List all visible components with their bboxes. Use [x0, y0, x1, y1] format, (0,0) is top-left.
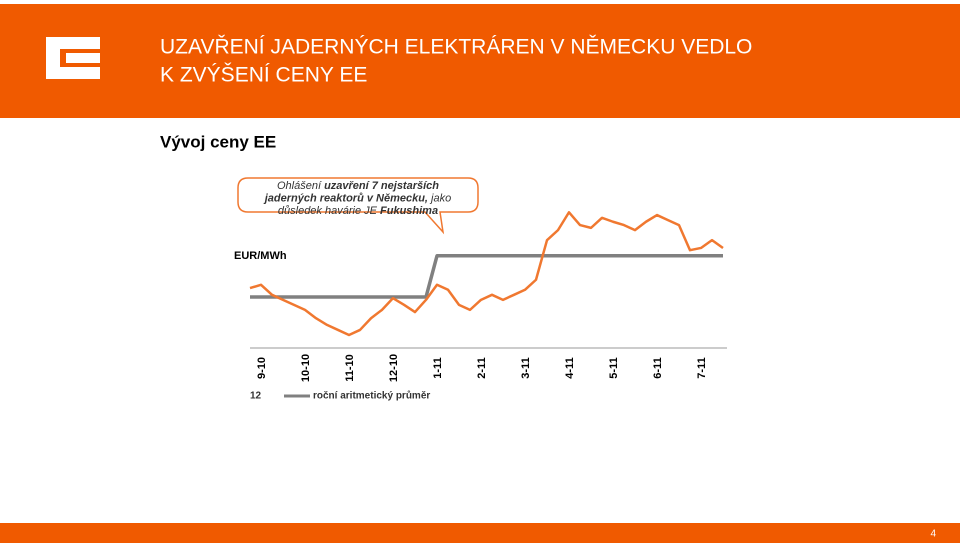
legend-label: 12 — [250, 391, 262, 402]
series-line — [250, 254, 723, 299]
series-line — [249, 211, 724, 337]
x-tick-label: 9-10 — [256, 357, 268, 379]
title-line: UZAVŘENÍ JADERNÝCH ELEKTRÁREN V NĚMECKU … — [160, 36, 752, 59]
page-number: 4 — [930, 529, 936, 540]
annotation-text: důsledek havárie JE — [278, 205, 380, 217]
header-band — [0, 4, 960, 118]
callout — [237, 177, 479, 235]
chart-title: Vývoj ceny EE — [160, 132, 276, 151]
x-tick-label: 11-10 — [344, 354, 356, 382]
title-line: K ZVÝŠENÍ CENY EE — [160, 64, 367, 87]
annotation-text: Ohlášení — [277, 180, 324, 192]
annotation-text: jako — [428, 192, 451, 204]
x-tick-label: 6-11 — [652, 357, 664, 378]
logo — [46, 37, 100, 79]
annotation-text: jaderných reaktorů v Německu, — [263, 192, 428, 204]
annotation: Ohlášení uzavření 7 nejstarších — [277, 180, 439, 192]
x-tick-label: 3-11 — [520, 357, 532, 378]
x-tick-label: 10-10 — [300, 354, 312, 382]
x-tick-label: 12-10 — [388, 354, 400, 382]
y-axis-label: EUR/MWh — [234, 250, 287, 262]
legend-label: roční aritmetický průměr — [313, 390, 430, 402]
x-tick-label: 2-11 — [476, 357, 488, 378]
footer-band — [0, 523, 960, 543]
x-tick-label: 4-11 — [564, 357, 576, 378]
annotation-text: uzavření 7 nejstarších — [324, 180, 439, 192]
annotation-text: Fukushima — [380, 205, 438, 217]
x-tick-label: 5-11 — [608, 357, 620, 378]
x-tick-label: 1-11 — [432, 357, 444, 378]
annotation: jaderných reaktorů v Německu, jako — [263, 192, 452, 204]
annotation: důsledek havárie JE Fukushima — [278, 205, 438, 217]
x-tick-label: 7-11 — [696, 357, 708, 378]
